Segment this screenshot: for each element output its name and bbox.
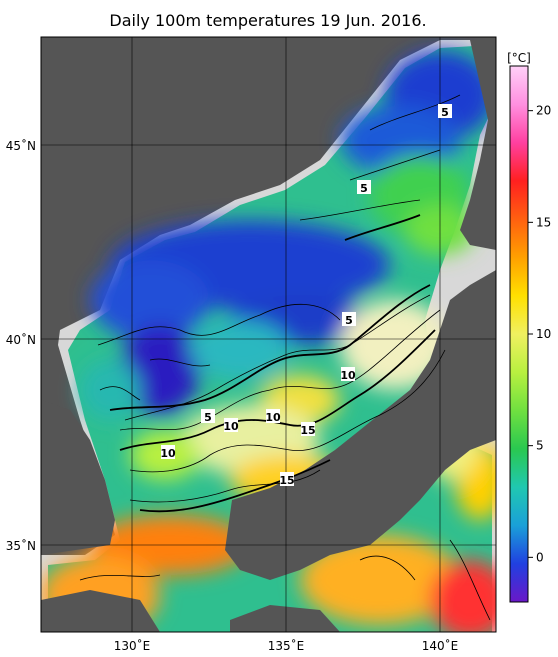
contour-label-bg [224, 418, 238, 432]
contour-label: 10 [340, 369, 356, 382]
contour-label-bg [438, 104, 452, 118]
map-panel [41, 37, 496, 632]
contour-label-bg [301, 422, 315, 436]
colorbar-unit: [°C] [507, 51, 531, 65]
colorbar-tick-label: 5 [536, 439, 544, 453]
contour-label: 5 [441, 106, 449, 119]
contour-label-bg [266, 409, 280, 423]
contour-label: 15 [300, 424, 315, 437]
colorbar-ticks: 20 15 10 5 0 [528, 104, 551, 564]
contour-label: 5 [204, 411, 212, 424]
contour-label: 10 [160, 447, 176, 460]
longitude-axis: 130˚E 135˚E 140˚E [114, 638, 459, 653]
contour-label: 5 [345, 314, 353, 327]
contour-label-bg [161, 445, 175, 459]
colorbar-tick-label: 0 [536, 550, 544, 564]
map-frame [40, 36, 497, 633]
contour-lines [79, 94, 491, 621]
shikoku-land [230, 605, 340, 632]
lon-label-140: 140˚E [422, 638, 459, 653]
lat-label-45: 45˚N [6, 138, 36, 153]
contour-label: 15 [279, 474, 294, 487]
lat-label-35: 35˚N [6, 538, 36, 553]
korea-land [41, 400, 115, 555]
japan-honshu-land [225, 270, 496, 580]
contour-label-bg [342, 312, 356, 326]
contour-lines-major [109, 214, 436, 513]
contour-label: 10 [265, 411, 281, 424]
colorbar-tick-label: 15 [536, 215, 551, 229]
contour-label-bg [280, 472, 294, 486]
contour-label-group: 5 5 5 10 5 10 10 15 10 15 [160, 104, 452, 487]
colorbar-gradient [509, 65, 529, 603]
kyushu-land [41, 590, 160, 632]
contour-label-bg [357, 180, 371, 194]
hokkaido-land [460, 40, 496, 250]
lat-label-40: 40˚N [6, 332, 36, 347]
colorbar-tick-label: 10 [536, 327, 551, 341]
colorbar: [°C] 20 15 10 5 0 [507, 51, 551, 603]
latitude-axis: 45˚N 40˚N 35˚N [6, 138, 36, 553]
contour-label-bg [341, 367, 355, 381]
graticule [41, 37, 496, 632]
contour-label: 5 [360, 182, 368, 195]
colorbar-tick-label: 20 [536, 104, 551, 118]
map-title: Daily 100m temperatures 19 Jun. 2016. [109, 11, 426, 30]
contour-label-bg [201, 409, 215, 423]
lon-label-130: 130˚E [114, 638, 151, 653]
contour-label: 10 [223, 420, 239, 433]
lon-label-135: 135˚E [268, 638, 305, 653]
